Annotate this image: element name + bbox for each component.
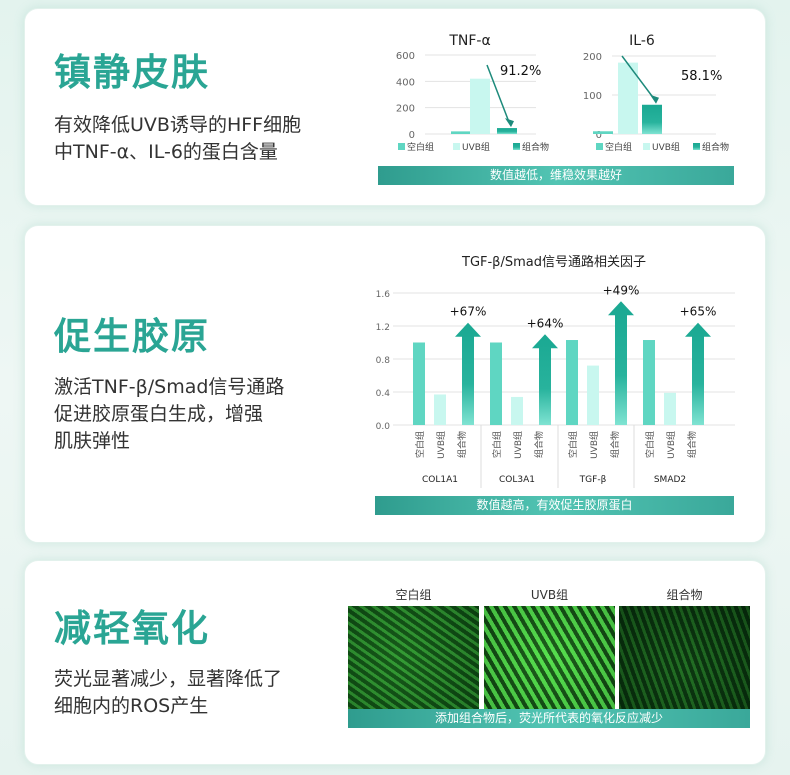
caption-bar: 添加组合物后，荧光所代表的氧化反应减少	[348, 709, 750, 728]
bar-SMAD2-空白组	[643, 340, 655, 425]
annotation: 58.1%	[681, 69, 722, 84]
arrow-line	[486, 64, 510, 123]
x-category-label: UVB组	[435, 431, 447, 459]
section-desc: 激活TNF-β/Smad信号通路 促进胶原蛋白生成，增强 肌肤弹性	[54, 376, 285, 452]
fluorescence-image-uvb	[484, 606, 615, 710]
bar-TGF-β-UVB组	[587, 365, 599, 425]
y-tick-label: 100	[583, 91, 602, 102]
x-category-label: UVB组	[588, 431, 600, 459]
x-group-label: SMAD2	[654, 475, 686, 485]
legend-swatch	[693, 143, 700, 150]
y-tick-label: 1.6	[376, 290, 391, 300]
bar-组合物	[642, 104, 662, 134]
bar-空白组	[593, 131, 613, 134]
x-category-label: UVB组	[512, 431, 524, 459]
legend-swatch	[398, 143, 405, 150]
annotation: 91.2%	[500, 64, 541, 79]
x-category-label: 空白组	[414, 431, 426, 458]
chart-title: IL-6	[629, 33, 655, 49]
legend-label: UVB组	[652, 141, 680, 153]
y-tick-label: 400	[396, 77, 415, 88]
bar-组合物	[497, 128, 517, 134]
caption-bar: 数值越低，维稳效果越好	[378, 166, 734, 185]
bar-COL3A1-UVB组	[511, 396, 523, 425]
section-title: 镇静皮肤	[54, 51, 210, 94]
annotation: +49%	[603, 283, 640, 297]
charts: TNF-α IL-6 TGF-β/Smad信号通路相关因子 91.2% 58.1…	[376, 33, 735, 488]
legend-swatch	[513, 143, 520, 150]
y-tick-label: 1.2	[376, 323, 390, 333]
x-category-label: 组合物	[686, 431, 698, 458]
image-label: 空白组	[395, 588, 432, 602]
y-tick-label: 0	[596, 130, 602, 141]
bar-COL1A1-UVB组	[434, 394, 446, 425]
legend-label: UVB组	[462, 141, 490, 153]
legend-swatch	[643, 143, 650, 150]
legend-swatch	[596, 143, 603, 150]
chart-title: TGF-β/Smad信号通路相关因子	[461, 254, 646, 270]
arrow-bar-COL1A1	[455, 322, 481, 425]
arrowhead	[650, 94, 659, 104]
y-tick-label: 0.0	[376, 422, 391, 432]
arrow-bar-COL3A1	[532, 334, 558, 425]
x-category-label: 组合物	[456, 431, 468, 458]
section-desc: 有效降低UVB诱导的HFF细胞 中TNF-α、IL-6的蛋白含量	[54, 114, 302, 163]
image-label: UVB组	[530, 588, 569, 602]
x-group-label: COL1A1	[422, 475, 458, 485]
y-tick-label: 200	[583, 52, 602, 63]
y-tick-label: 0.4	[376, 389, 391, 399]
bar-UVB组	[470, 78, 490, 134]
x-category-label: 空白组	[567, 431, 579, 458]
bar-TGF-β-空白组	[566, 340, 578, 425]
card-collagen	[24, 225, 766, 543]
arrowhead	[505, 118, 514, 128]
x-category-label: 组合物	[533, 431, 545, 458]
x-group-label: COL3A1	[499, 475, 535, 485]
caption-bar: 数值越高，有效促生胶原蛋白	[375, 496, 734, 515]
x-group-label: TGF-β	[579, 475, 607, 485]
bar-SMAD2-UVB组	[664, 392, 676, 425]
legend-label: 空白组	[407, 141, 434, 153]
annotation: +65%	[680, 305, 717, 319]
annotation: +67%	[450, 305, 487, 319]
bar-空白组	[451, 131, 471, 134]
image-label: 组合物	[666, 588, 703, 602]
legend-label: 空白组	[605, 141, 632, 153]
y-tick-label: 600	[396, 51, 415, 62]
arrow-bar-SMAD2	[685, 322, 711, 425]
bar-COL3A1-空白组	[490, 342, 502, 425]
fluorescence-image-blank	[348, 606, 479, 710]
x-category-label: 空白组	[491, 431, 503, 458]
y-tick-label: 200	[396, 104, 415, 115]
legend-swatch	[453, 143, 460, 150]
legend-label: 组合物	[702, 141, 729, 153]
section-title: 促生胶原	[54, 315, 210, 358]
y-tick-label: 0	[409, 130, 415, 141]
legend-label: 组合物	[522, 141, 549, 153]
x-category-label: 组合物	[609, 431, 621, 458]
y-tick-label: 0.8	[376, 356, 391, 366]
bar-COL1A1-空白组	[413, 342, 425, 425]
section-title: 减轻氧化	[54, 607, 210, 650]
bar-UVB组	[618, 62, 638, 134]
arrow-line	[621, 55, 655, 100]
section-desc: 荧光显著减少，显著降低了 细胞内的ROS产生	[54, 668, 283, 717]
arrow-bar-TGF-β	[608, 301, 634, 425]
fluorescence-image-combo	[619, 606, 750, 710]
annotation: +64%	[527, 316, 564, 330]
chart-title: TNF-α	[448, 33, 490, 49]
x-category-label: UVB组	[665, 431, 677, 459]
x-category-label: 空白组	[644, 431, 656, 458]
